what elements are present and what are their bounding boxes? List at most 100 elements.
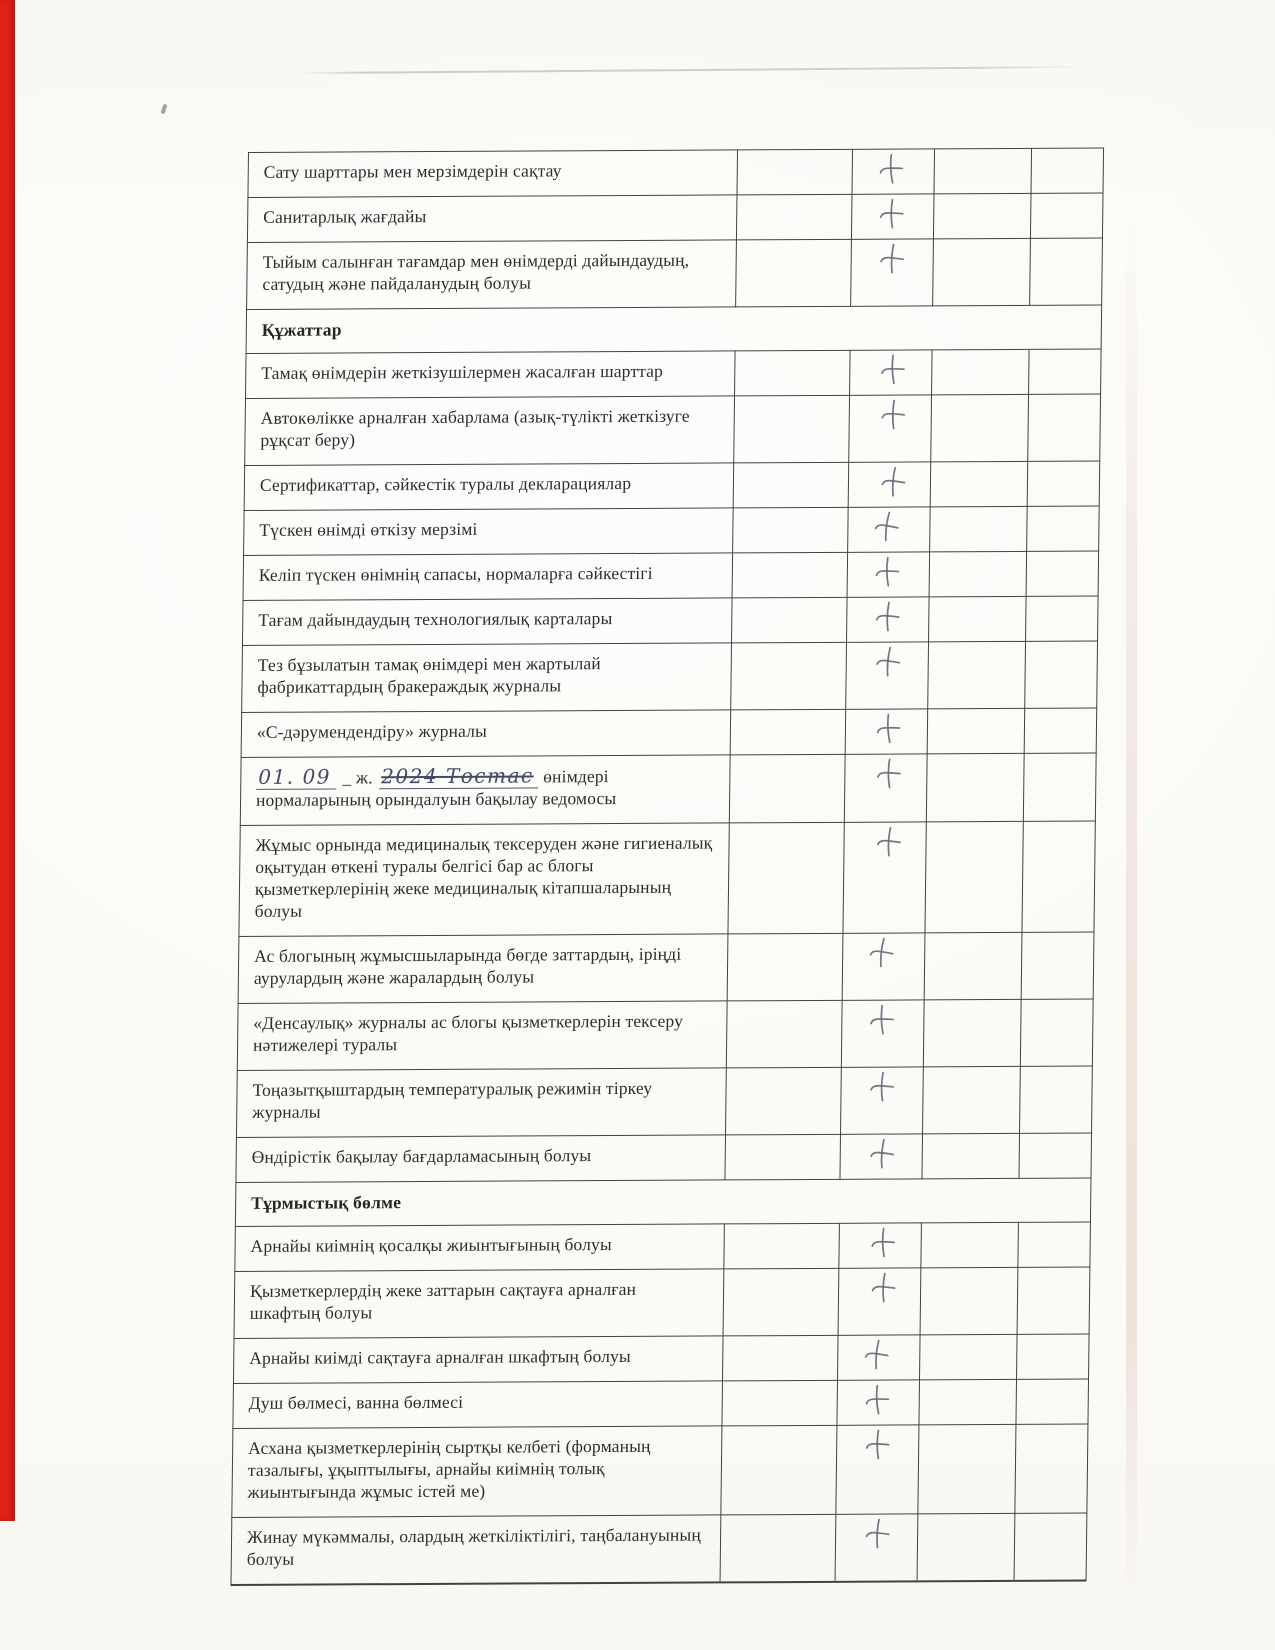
empty-cell	[932, 238, 1031, 306]
handwritten-plus-mark	[877, 397, 907, 432]
section-row: Тұрмыстық бөлме	[235, 1178, 1091, 1227]
empty-cell	[930, 394, 1029, 462]
empty-cell	[735, 239, 852, 307]
empty-cell	[720, 1425, 837, 1515]
empty-cell	[924, 932, 1022, 1000]
empty-cell	[1015, 1379, 1089, 1425]
empty-cell	[726, 1000, 843, 1068]
empty-cell	[721, 1380, 838, 1426]
empty-cell	[733, 395, 850, 463]
section-row: Құжаттар	[246, 305, 1102, 354]
mark-cell	[847, 506, 931, 553]
empty-cell	[919, 1334, 1018, 1380]
item-text: Тағам дайындаудың технологиялық карталар…	[242, 597, 733, 646]
table-row: Тағам дайындаудың технологиялық карталар…	[242, 596, 1099, 646]
mark-cell	[848, 461, 931, 508]
handwritten-plus-mark	[871, 554, 902, 590]
empty-cell	[1017, 1267, 1090, 1335]
item-text: Тоңазытқыштардың температуралық режимін …	[236, 1067, 727, 1138]
mark-cell	[845, 641, 929, 710]
item-text: Санитарлық жағдайы	[247, 194, 737, 243]
item-text: Келіп түскен өнімнің сапасы, нормаларға …	[243, 552, 733, 601]
handwritten-plus-mark	[876, 351, 908, 387]
item-text: 01. 09 _ ж. 2024 Тостас өнімдері нормала…	[240, 754, 731, 826]
item-text: Тез бұзылатын тамақ өнімдері мен жартыла…	[241, 642, 732, 713]
empty-cell	[732, 552, 848, 598]
empty-cell	[1031, 148, 1104, 194]
table-row: Автокөлікке арналған хабарлама (азық-түл…	[244, 394, 1101, 466]
table-row: Жинау мүкәммалы, олардың жеткіліктілігі,…	[230, 1513, 1087, 1585]
empty-cell	[729, 754, 846, 823]
empty-cell	[1027, 461, 1100, 507]
item-text: Жинау мүкәммалы, олардың жеткіліктілігі,…	[230, 1514, 721, 1585]
table-row: «С-дәрумендендіру» журналы	[241, 708, 1097, 758]
printed-label: _ ж.	[337, 767, 378, 788]
table-row: Сату шарттары мен мерзімдерін сақтау	[247, 148, 1104, 198]
empty-cell	[928, 596, 1027, 642]
item-text: Душ бөлмесі, ванна бөлмесі	[232, 1380, 723, 1429]
empty-cell	[727, 822, 845, 934]
table-row: Өндірістік бақылау бағдарламасының болуы	[235, 1133, 1092, 1183]
empty-cell	[1026, 506, 1100, 552]
handwritten-plus-mark	[871, 710, 903, 747]
handwritten-plus-mark	[871, 644, 903, 679]
item-text: Арнайы киімді сақтауға арналған шкафтың …	[233, 1335, 724, 1384]
table-row: Ас блогының жұмысшыларында бөгде заттард…	[238, 932, 1094, 1004]
mark-cell	[851, 193, 934, 240]
checklist-table: Сату шарттары мен мерзімдерін сақтау Сани…	[230, 148, 1104, 1586]
handwritten-plus-mark	[865, 1002, 897, 1038]
empty-cell	[725, 1067, 842, 1135]
empty-cell	[720, 1514, 836, 1583]
empty-cell	[931, 349, 1030, 395]
empty-cell	[927, 708, 1025, 754]
checklist-table-wrap: Сату шарттары мен мерзімдерін сақтау Сани…	[230, 148, 1104, 1586]
empty-cell	[1023, 753, 1097, 822]
section-title: Құжаттар	[246, 305, 1102, 354]
mark-cell	[835, 1424, 919, 1515]
page-top-edge-shadow	[300, 65, 1085, 75]
empty-cell	[920, 1267, 1018, 1335]
empty-cell	[933, 193, 1032, 239]
mark-cell	[840, 1066, 924, 1135]
empty-cell	[1030, 193, 1104, 239]
empty-cell	[922, 1066, 1021, 1134]
empty-cell	[929, 506, 1028, 552]
table-row: Санитарлық жағдайы	[247, 193, 1104, 243]
empty-cell	[933, 148, 1032, 194]
checklist-body: Сату шарттары мен мерзімдерін сақтау Сани…	[230, 148, 1104, 1585]
empty-cell	[730, 709, 846, 755]
mark-cell	[848, 394, 932, 463]
item-text: Қызметкерлердің жеке заттарын сақтауға а…	[234, 1268, 724, 1339]
table-row: Душ бөлмесі, ванна бөлмесі	[232, 1379, 1089, 1429]
mark-cell	[837, 1334, 921, 1381]
empty-cell	[1014, 1424, 1088, 1514]
handwritten-plus-mark	[869, 508, 902, 544]
empty-cell	[722, 1335, 839, 1381]
page-right-edge-shadow	[1126, 220, 1137, 1600]
item-text: Жұмыс орнында медициналық тексеруден жән…	[238, 822, 730, 937]
empty-cell	[1024, 641, 1098, 709]
empty-cell	[929, 551, 1027, 597]
handwritten-plus-mark	[867, 1271, 897, 1305]
handwritten-plus-mark	[875, 196, 906, 231]
item-text: Тыйым салынған тағамдар мен өнімдерді да…	[246, 239, 737, 310]
handwritten-plus-mark	[860, 1337, 892, 1372]
empty-cell	[1025, 596, 1099, 642]
section-title: Тұрмыстық бөлме	[235, 1178, 1091, 1227]
empty-cell	[1017, 1222, 1091, 1268]
empty-cell	[1020, 999, 1094, 1067]
mark-cell	[850, 238, 934, 307]
empty-cell	[730, 642, 847, 710]
item-text: Арнайы киімнің қосалқы жиынтығының болуы	[234, 1223, 725, 1272]
empty-cell	[1026, 551, 1099, 597]
handwritten-plus-mark	[861, 1427, 892, 1462]
handwritten-plus-mark	[874, 151, 906, 188]
handwritten-plus-mark	[873, 824, 904, 858]
table-row: Түскен өнімді өткізу мерзімі	[243, 506, 1100, 556]
handwritten-plus-mark	[876, 241, 907, 275]
empty-cell	[727, 933, 843, 1001]
empty-cell	[926, 753, 1025, 822]
table-row: Келіп түскен өнімнің сапасы, нормаларға …	[243, 551, 1099, 601]
item-text: Автокөлікке арналған хабарлама (азық-түл…	[244, 395, 735, 466]
handwritten-plus-mark	[867, 1225, 898, 1261]
